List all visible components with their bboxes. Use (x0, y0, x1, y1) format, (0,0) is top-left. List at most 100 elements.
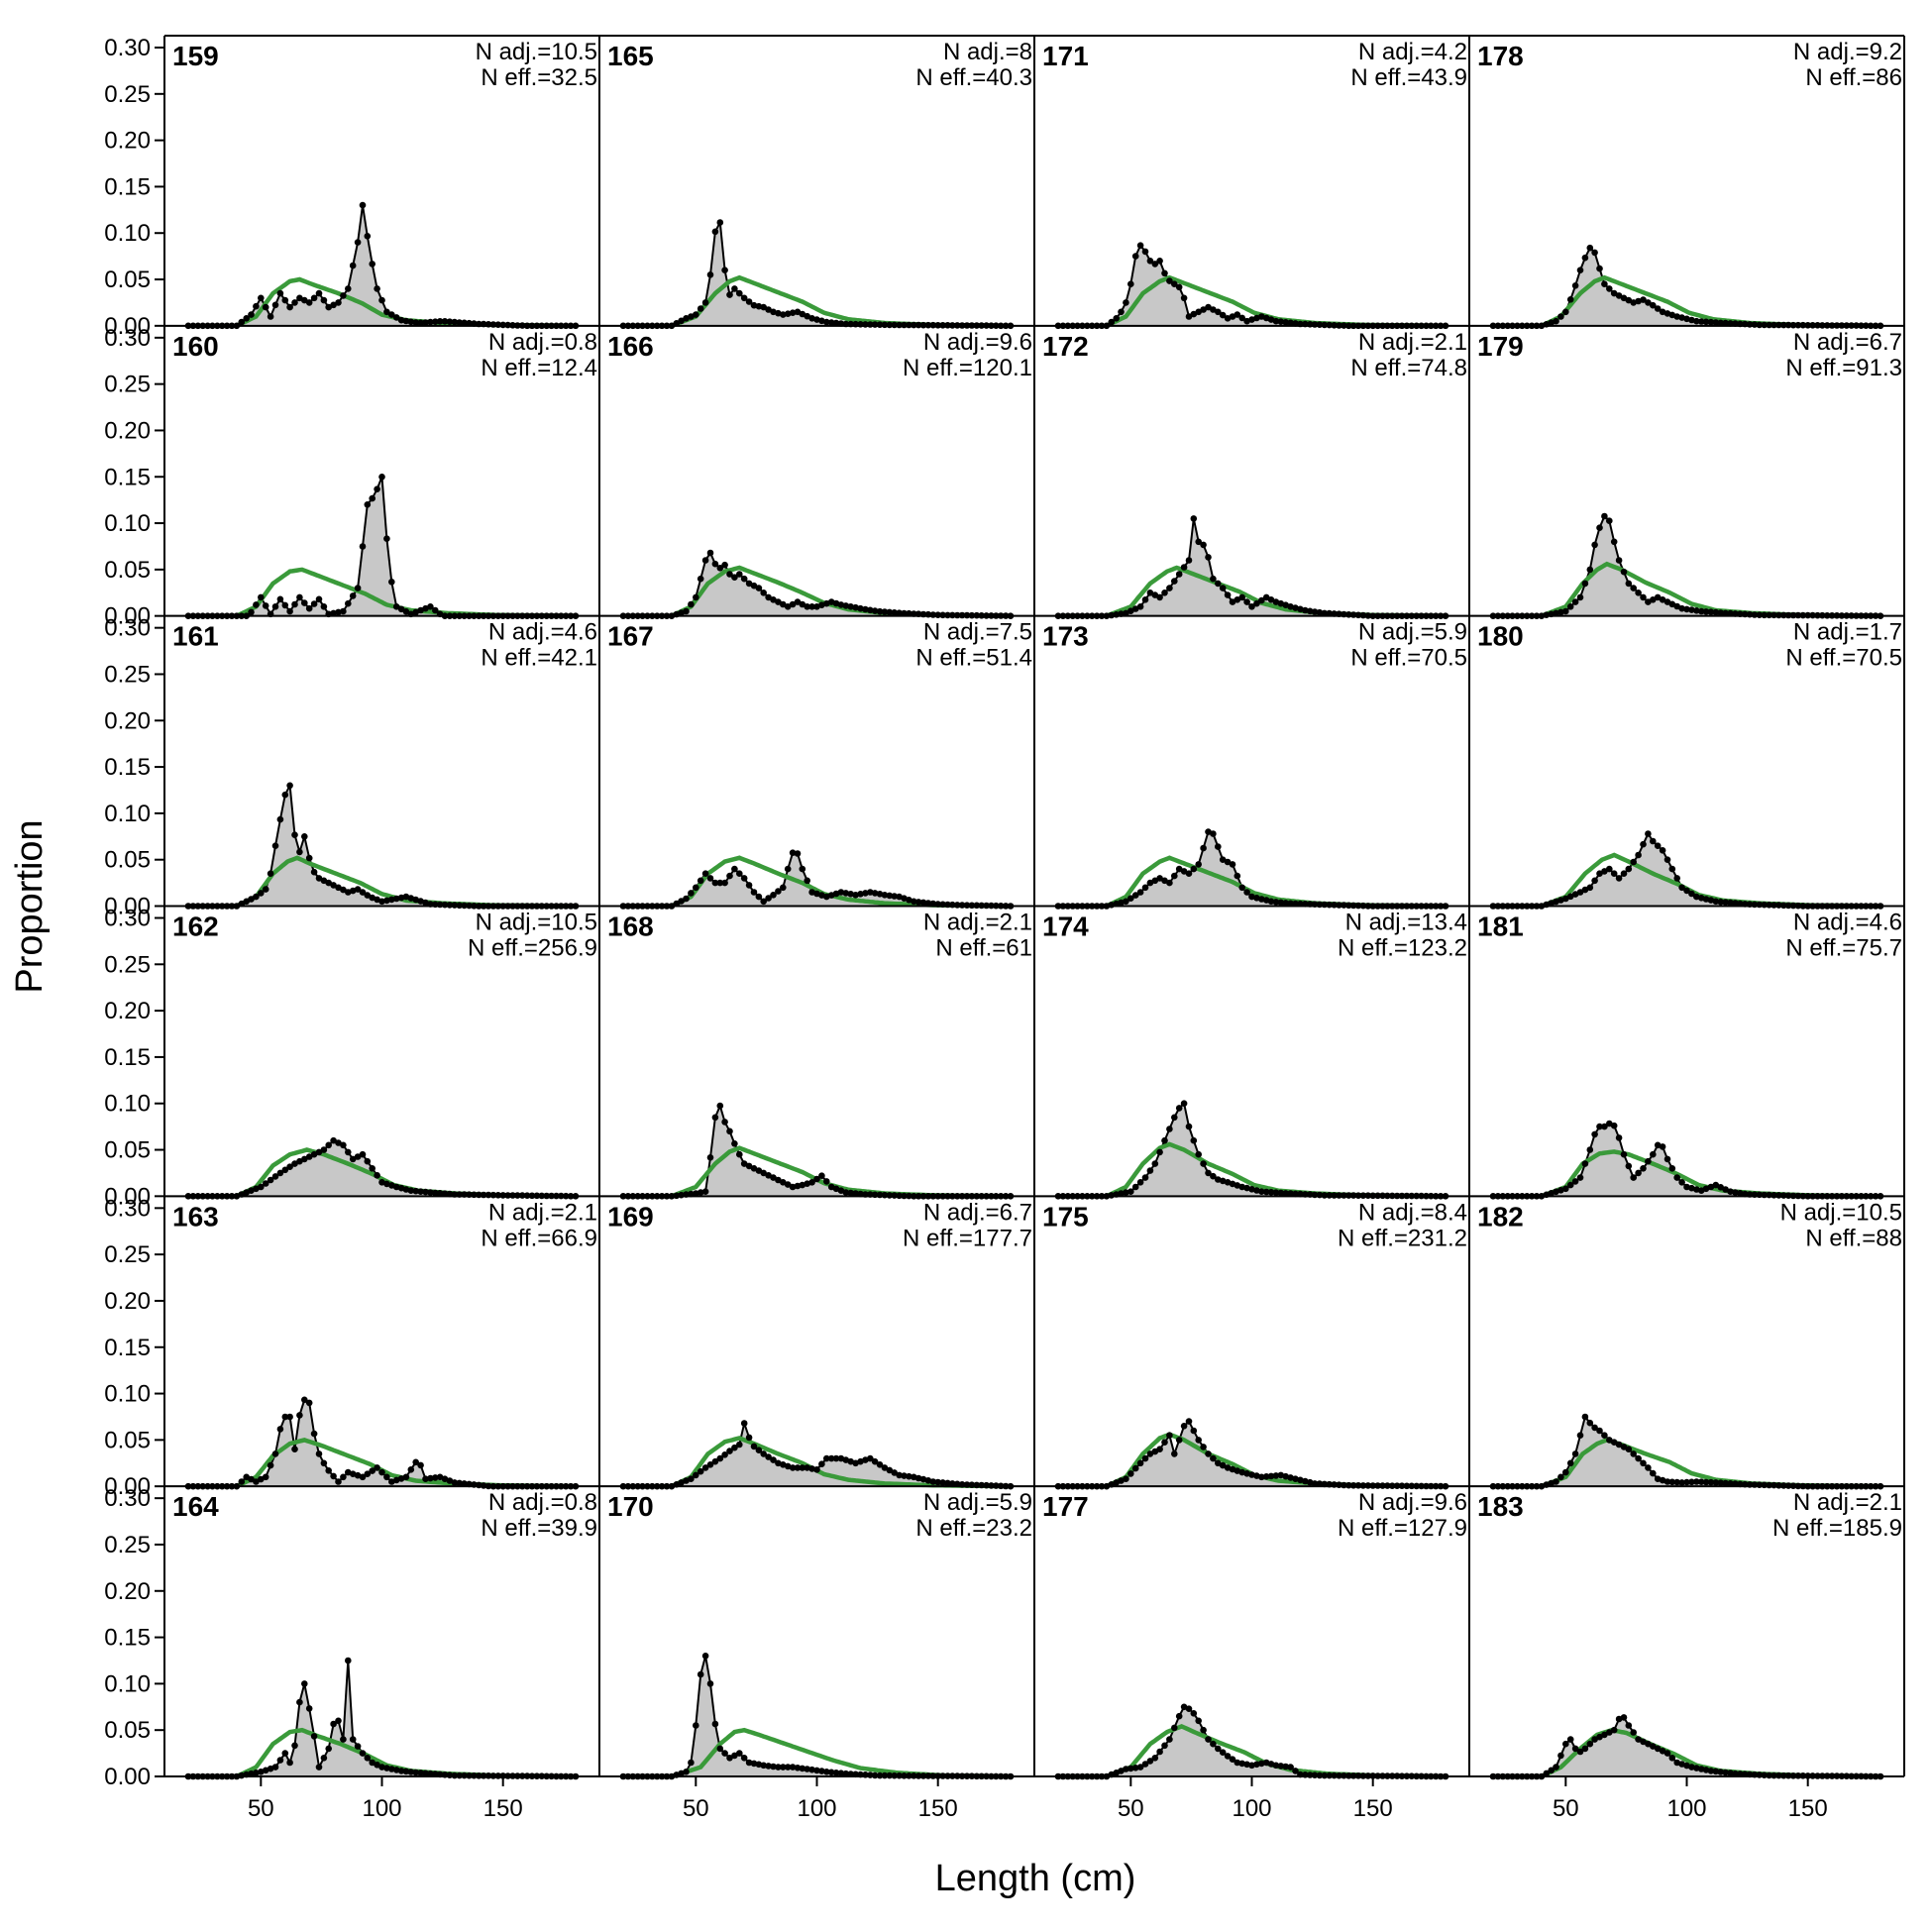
observed-point (325, 1141, 333, 1149)
observed-point (1581, 580, 1589, 588)
observed-point (388, 1766, 395, 1772)
observed-point (1267, 1189, 1275, 1196)
observed-point (1562, 1740, 1569, 1748)
observed-point (1156, 593, 1163, 601)
observed-point (276, 595, 284, 603)
observed-point (1131, 1183, 1139, 1191)
observed-point (286, 1413, 293, 1421)
observed-point (731, 574, 738, 581)
panel-label: 174 (1042, 912, 1089, 942)
observed-line (1493, 1414, 1880, 1488)
observed-point (901, 609, 908, 617)
observed-point (1673, 1174, 1680, 1181)
observed-point (1210, 830, 1217, 837)
observed-point (697, 1189, 704, 1196)
observed-point (392, 1767, 400, 1773)
observed-point (1571, 1450, 1579, 1457)
panel-183: 183 N adj.=2.1N eff.=185.9 (1469, 1489, 1904, 1780)
observed-point (842, 602, 850, 609)
y-tick-label: 0.10 (104, 801, 151, 827)
observed-point (1146, 1450, 1154, 1457)
observed-point (716, 565, 724, 572)
observed-point (1635, 590, 1642, 596)
observed-point (359, 889, 367, 896)
observed-point (1215, 1459, 1222, 1467)
n-adj-label: N adj.=10.5 (1780, 1199, 1902, 1226)
observed-point (755, 1447, 763, 1453)
observed-point (1127, 895, 1134, 902)
observed-point (693, 1471, 699, 1479)
y-tick-label: 0.30 (104, 325, 151, 352)
observed-point (1146, 590, 1154, 596)
observed-point (427, 603, 434, 610)
observed-point (1219, 856, 1227, 863)
y-tick-label: 0.20 (104, 1288, 151, 1315)
observed-point (1161, 1439, 1168, 1446)
panel-label: 177 (1042, 1491, 1089, 1522)
y-tick-label: 0.25 (104, 661, 151, 688)
observed-point (258, 890, 265, 897)
observed-point (349, 262, 357, 269)
observed-point (374, 1464, 380, 1471)
observed-point (775, 1764, 782, 1771)
observed-point (417, 1770, 424, 1776)
observed-point (1606, 1437, 1613, 1444)
observed-point (310, 1733, 318, 1740)
observed-point (1146, 1758, 1154, 1765)
observed-point (305, 1705, 313, 1712)
observed-point (794, 850, 802, 857)
observed-point (688, 1475, 695, 1482)
observed-point (852, 1190, 859, 1197)
observed-point (706, 1680, 714, 1687)
observed-point (1210, 1172, 1217, 1180)
observed-point (736, 1750, 743, 1757)
panel-180: 180 N adj.=1.7N eff.=70.5 (1469, 619, 1904, 910)
observed-point (1123, 1766, 1129, 1772)
observed-point (422, 1475, 429, 1482)
observed-point (1166, 1736, 1173, 1743)
observed-point (794, 1765, 802, 1771)
observed-point (253, 601, 260, 608)
observed-point (340, 292, 347, 299)
observed-point (1659, 596, 1666, 603)
observed-point (911, 898, 917, 906)
panel-166: 166 N adj.=9.6N eff.=120.1 (599, 329, 1034, 619)
observed-line (1058, 518, 1446, 617)
observed-point (412, 1769, 420, 1776)
observed-point (1683, 605, 1690, 613)
observed-point (374, 1172, 380, 1179)
observed-point (1166, 879, 1173, 887)
observed-point (1277, 899, 1285, 907)
observed-point (1630, 1174, 1637, 1181)
observed-point (1243, 598, 1250, 605)
observed-point (1707, 1768, 1715, 1774)
observed-point (891, 1469, 898, 1476)
y-tick-label: 0.10 (104, 1091, 151, 1118)
observed-point (1185, 870, 1193, 877)
observed-point (267, 870, 274, 877)
observed-point (383, 1765, 390, 1771)
panel-label: 175 (1042, 1201, 1089, 1232)
observed-point (325, 879, 333, 887)
n-eff-label: N eff.=88 (1805, 1225, 1902, 1251)
observed-point (407, 1187, 415, 1194)
y-tick-label: 0.15 (104, 1335, 151, 1361)
observed-point (837, 601, 845, 608)
observed-point (697, 1467, 704, 1475)
y-tick-label: 0.15 (104, 1044, 151, 1071)
observed-point (1606, 1729, 1613, 1736)
y-tick-label: 0.05 (104, 1717, 151, 1744)
panel-164: 164 N adj.=0.8N eff.=39.9 (164, 1489, 599, 1780)
observed-point (1606, 517, 1613, 524)
observed-point (765, 306, 772, 313)
observed-point (248, 608, 255, 616)
observed-point (736, 289, 743, 297)
observed-point (784, 1764, 792, 1771)
observed-point (1596, 870, 1603, 877)
observed-point (388, 311, 395, 318)
observed-area (188, 205, 576, 326)
observed-point (291, 600, 298, 608)
observed-point (1141, 248, 1149, 256)
observed-point (1673, 875, 1680, 882)
observed-point (1601, 868, 1608, 875)
